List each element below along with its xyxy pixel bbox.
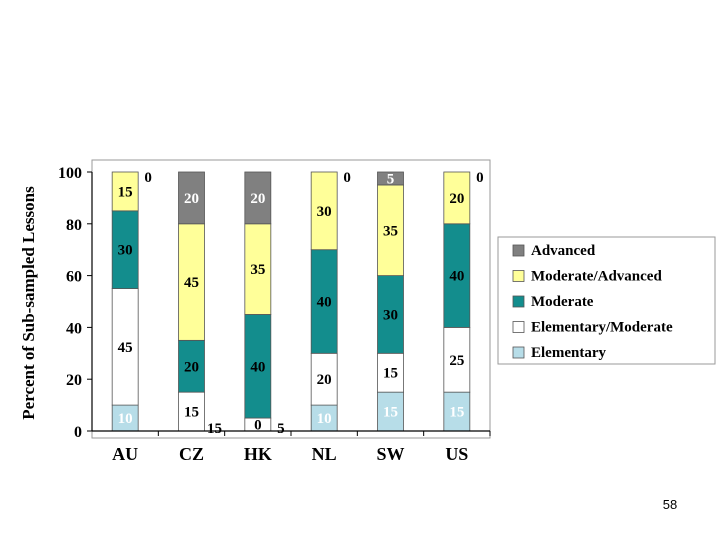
bar-segment-cz-moderate — [178, 339, 205, 393]
x-tick-label-hk: HK — [244, 444, 272, 464]
page-number: 58 — [662, 497, 678, 512]
x-tick-label-us: US — [445, 444, 468, 464]
data-label-cz-moderate-advanced: 45 — [184, 275, 199, 291]
bar-segment-nl-elementary-moderate — [310, 352, 338, 406]
data-label-sw-moderate-advanced: 35 — [383, 223, 398, 239]
bar-segment-au-elementary — [111, 404, 139, 432]
data-label-us-elementary: 15 — [449, 405, 464, 421]
legend-swatch-moderate-advanced — [512, 270, 525, 282]
x-tick-label-cz: CZ — [179, 444, 204, 464]
y-tick-label-0: 0 — [74, 424, 82, 441]
bar-segment-sw-moderate-advanced — [377, 184, 404, 276]
data-label-nl-advanced: 0 — [343, 170, 351, 186]
bar-segment-sw-elementary — [377, 391, 404, 432]
data-label-us-moderate: 40 — [449, 269, 464, 285]
data-label-hk-moderate: 40 — [250, 359, 265, 375]
legend-label-advanced: Advanced — [531, 243, 596, 259]
plot-area-frame — [91, 159, 491, 439]
data-label-hk-advanced: 20 — [250, 191, 265, 207]
data-label-au-advanced: 0 — [144, 170, 152, 186]
legend-label-elementary-moderate: Elementary/Moderate — [531, 320, 673, 336]
data-label-nl-elementary-moderate: 20 — [317, 372, 332, 388]
bar-segment-nl-moderate — [310, 249, 338, 354]
data-label-cz-moderate: 20 — [184, 359, 199, 375]
legend-label-elementary: Elementary — [531, 345, 606, 361]
data-label-sw-elementary-moderate: 15 — [383, 366, 398, 382]
bar-segment-sw-advanced — [377, 171, 404, 186]
bars-group — [111, 171, 471, 432]
data-label-cz-advanced: 20 — [184, 191, 199, 207]
data-label-hk-elementary-moderate: 0 — [254, 418, 262, 434]
data-label-us-advanced: 0 — [476, 170, 484, 186]
y-tick-label-20: 20 — [66, 372, 82, 389]
data-label-us-moderate-advanced: 20 — [449, 191, 464, 207]
data-label-us-elementary-moderate: 25 — [449, 353, 464, 369]
data-label-cz-elementary-moderate: 15 — [184, 405, 199, 421]
bar-segment-cz-moderate-advanced — [178, 223, 205, 341]
y-tick-label-40: 40 — [66, 320, 82, 337]
bar-segment-nl-elementary — [310, 404, 338, 432]
data-label-cz-elementary: 15 — [207, 421, 222, 437]
legend: Advanced Moderate/Advanced Moderate Element… — [497, 236, 716, 365]
data-label-hk-moderate-advanced: 35 — [250, 262, 265, 278]
data-label-au-elementary-moderate: 45 — [118, 340, 133, 356]
legend-label-moderate-advanced: Moderate/Advanced — [531, 269, 662, 285]
data-label-au-moderate-advanced: 15 — [118, 184, 133, 200]
bar-segment-hk-advanced — [244, 171, 272, 225]
data-label-au-moderate: 30 — [118, 243, 133, 259]
bar-segment-au-moderate-advanced — [111, 171, 139, 212]
y-tick-label-100: 100 — [58, 165, 82, 182]
data-label-sw-moderate: 30 — [383, 307, 398, 323]
legend-frame — [497, 236, 716, 365]
bar-segment-sw-elementary-moderate — [377, 352, 404, 393]
bar-segment-hk-moderate — [244, 314, 272, 419]
data-label-sw-advanced: 5 — [387, 171, 395, 187]
legend-label-moderate: Moderate — [531, 294, 594, 310]
bar-segment-us-moderate — [443, 223, 471, 328]
data-label-au-elementary: 10 — [118, 411, 133, 427]
legend-swatch-moderate — [512, 295, 525, 308]
bar-segment-us-moderate-advanced — [443, 171, 471, 225]
y-tick-label-80: 80 — [66, 217, 82, 234]
y-tick-label-60: 60 — [66, 269, 82, 286]
bar-segment-au-elementary-moderate — [111, 288, 139, 406]
x-tick-label-sw: SW — [376, 444, 404, 464]
data-label-nl-elementary: 10 — [317, 411, 332, 427]
data-label-hk-elementary: 5 — [277, 421, 285, 437]
bar-segment-nl-moderate-advanced — [310, 171, 338, 251]
x-tick-label-nl: NL — [312, 444, 337, 464]
x-tick-label-au: AU — [112, 444, 138, 464]
data-label-nl-moderate-advanced: 30 — [317, 204, 332, 220]
legend-swatch-advanced — [512, 244, 525, 257]
data-label-sw-elementary: 15 — [383, 405, 398, 421]
bar-segment-sw-moderate — [377, 275, 404, 354]
legend-swatch-elementary-moderate — [512, 321, 525, 333]
data-labels-group: 1045301501515204520504035201020403001515… — [118, 170, 484, 437]
bar-segment-cz-advanced — [178, 171, 205, 225]
legend-swatch-elementary — [512, 346, 525, 359]
data-label-nl-moderate: 40 — [317, 295, 332, 311]
y-axis-label: Percent of Sub-sampled Lessons — [19, 186, 38, 420]
bar-segment-us-elementary-moderate — [443, 326, 471, 393]
